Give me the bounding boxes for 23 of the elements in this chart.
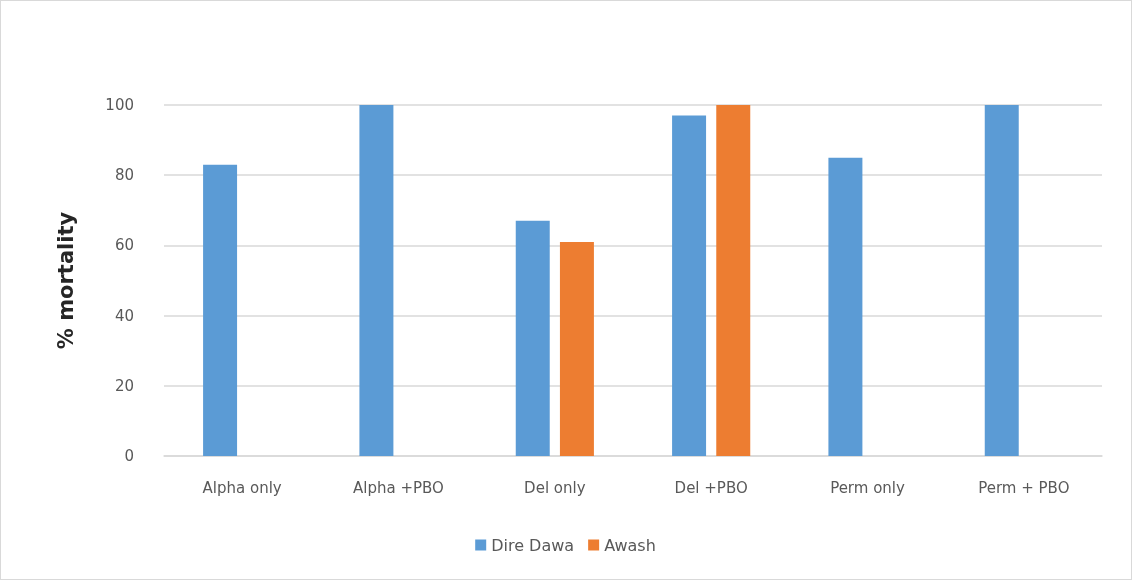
y-tick-label: 100 [105, 96, 134, 114]
bar [515, 220, 550, 456]
x-tick-label: Perm only [830, 478, 905, 497]
bar [984, 105, 1019, 456]
y-tick-label: 80 [114, 166, 134, 185]
y-axis-title: % mortality [53, 211, 78, 350]
legend-label: Awash [604, 535, 656, 555]
y-tick-label: 0 [124, 447, 134, 465]
x-tick-label: Perm + PBO [978, 478, 1070, 497]
bar [203, 164, 238, 456]
bar [672, 115, 707, 456]
y-tick-label: 20 [114, 376, 134, 395]
x-tick-label: Alpha only [202, 478, 282, 497]
legend-label: Dire Dawa [491, 535, 575, 555]
y-tick-label: 60 [114, 236, 134, 255]
x-tick-label: Del only [524, 478, 586, 497]
y-tick-label: 40 [114, 306, 134, 325]
x-tick-label: Alpha +PBO [353, 478, 444, 497]
bar [716, 105, 751, 456]
bar [559, 241, 594, 456]
bar [359, 105, 394, 456]
x-tick-label: Del +PBO [674, 478, 748, 497]
bar [828, 157, 863, 456]
